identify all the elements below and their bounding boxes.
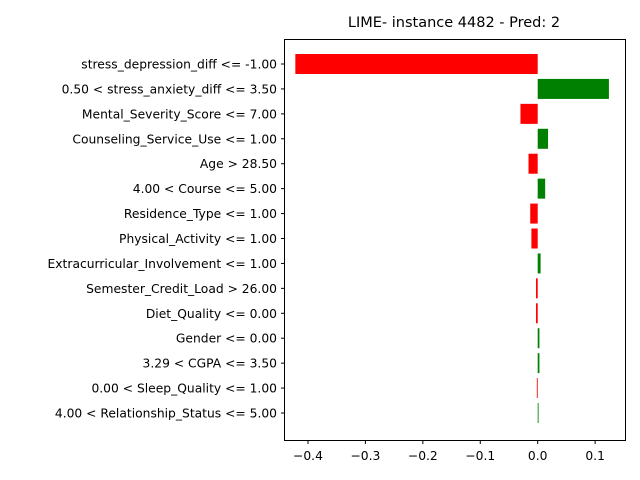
y-tick-label: 0.00 < Sleep_Quality <= 1.00 — [91, 382, 277, 396]
x-tick-label: 0.1 — [585, 449, 605, 463]
x-tick-label: −0.4 — [293, 449, 323, 463]
chart-title: LIME- instance 4482 - Pred: 2 — [348, 15, 560, 31]
y-tick-label: Extracurricular_Involvement <= 1.00 — [48, 257, 277, 271]
y-tick-label: Age > 28.50 — [200, 157, 277, 171]
x-tick-label: −0.1 — [465, 449, 495, 463]
bar-0 — [295, 54, 538, 74]
y-tick-label: 0.50 < stress_anxiety_diff <= 3.50 — [62, 82, 277, 96]
y-tick-label: Physical_Activity <= 1.00 — [119, 232, 277, 246]
bar-12 — [537, 353, 540, 374]
bar-14 — [537, 403, 539, 423]
bar-2 — [520, 103, 538, 124]
x-tick-label: −0.2 — [408, 449, 438, 463]
x-tick-label: −0.3 — [350, 449, 380, 463]
bars-group — [295, 54, 609, 423]
y-tick-label: Counseling_Service_Use <= 1.00 — [72, 132, 277, 146]
x-axis: −0.4 −0.3 −0.2 −0.1 0.0 0.1 — [293, 440, 605, 463]
bar-5 — [537, 178, 546, 199]
y-tick-label: Gender <= 0.00 — [176, 332, 277, 346]
bar-10 — [535, 303, 538, 324]
bar-1 — [537, 78, 609, 99]
bar-3 — [537, 128, 549, 149]
bar-11 — [537, 328, 540, 349]
x-tick-label: 0.0 — [528, 449, 548, 463]
y-tick-label: Residence_Type <= 1.00 — [124, 207, 277, 221]
bar-6 — [530, 203, 538, 224]
y-tick-label: Mental_Severity_Score <= 7.00 — [82, 107, 277, 121]
y-tick-label: 3.29 < CGPA <= 3.50 — [143, 357, 277, 371]
bar-7 — [531, 228, 538, 249]
y-tick-label: 4.00 < Relationship_Status <= 5.00 — [55, 407, 277, 421]
bar-4 — [528, 153, 538, 174]
y-tick-label: Semester_Credit_Load > 26.00 — [86, 282, 277, 296]
y-tick-label: Diet_Quality <= 0.00 — [146, 307, 277, 321]
bar-8 — [537, 253, 541, 274]
y-tick-label: stress_depression_diff <= -1.00 — [81, 58, 277, 72]
bar-13 — [536, 378, 538, 399]
y-axis: stress_depression_diff <= -1.00 0.50 < st… — [48, 58, 285, 421]
bar-9 — [535, 278, 538, 299]
y-tick-label: 4.00 < Course <= 5.00 — [133, 182, 277, 196]
plot-frame — [284, 39, 626, 441]
